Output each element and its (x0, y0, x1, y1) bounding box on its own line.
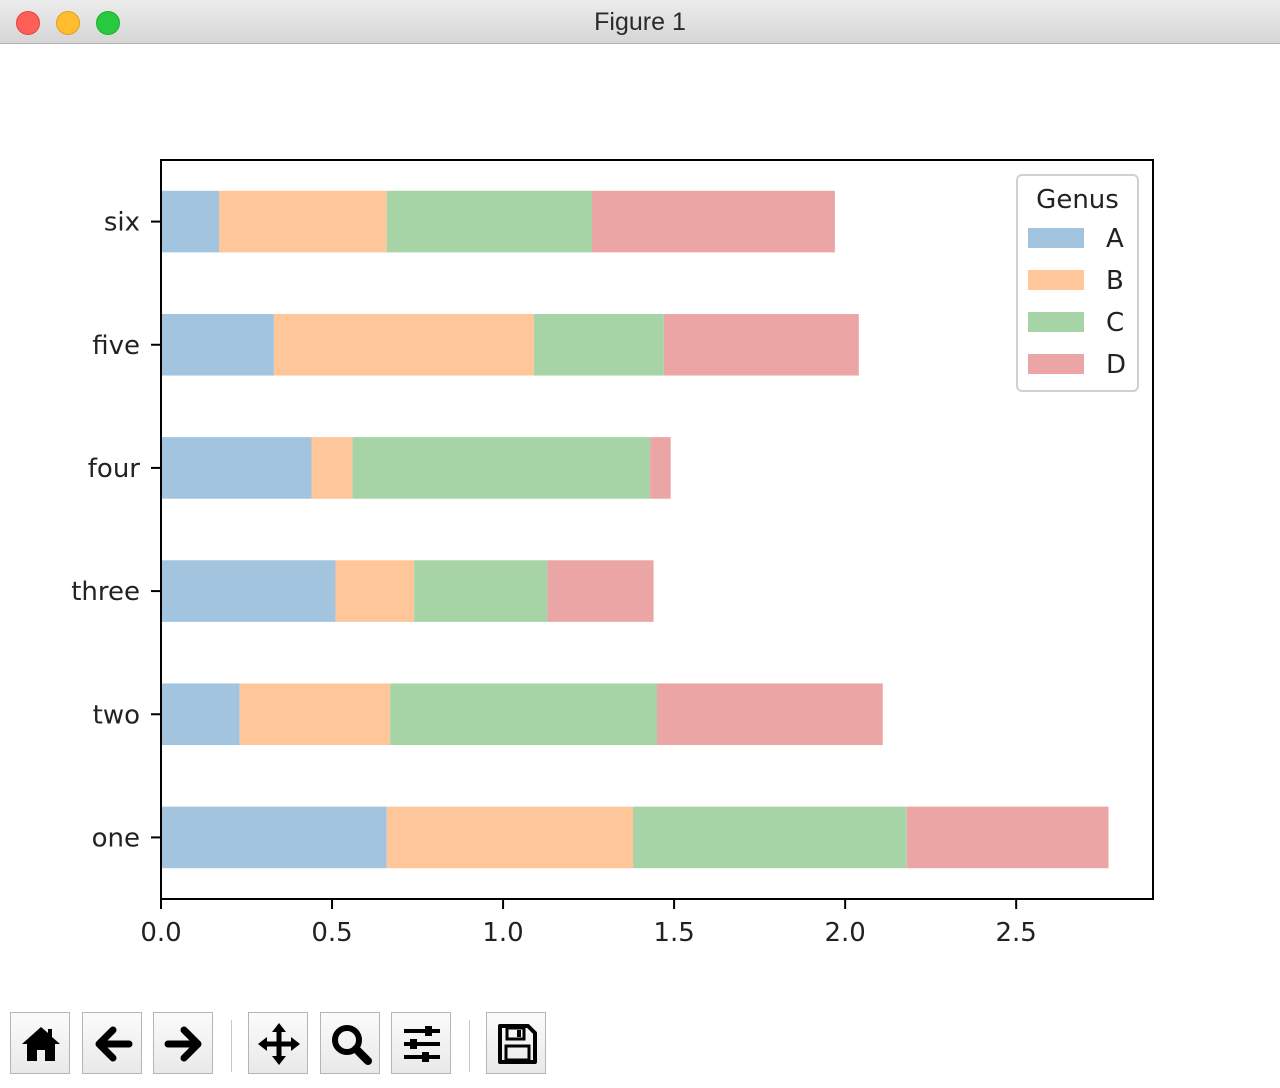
legend-swatch-B (1028, 270, 1084, 290)
x-tick-label: 0.0 (140, 918, 181, 948)
legend-swatch-C (1028, 312, 1084, 332)
arrow-right-icon (164, 1026, 202, 1062)
y-tick-label: two (93, 700, 140, 730)
bar-three-A (161, 560, 336, 622)
x-tick-label: 2.5 (995, 918, 1036, 948)
y-tick-label: three (71, 577, 140, 607)
toolbar-separator (231, 1020, 232, 1072)
bar-four-C (352, 437, 651, 499)
bar-four-A (161, 437, 312, 499)
forward-button[interactable] (153, 1012, 213, 1074)
window-title: Figure 1 (594, 8, 686, 36)
minimize-window-button[interactable] (56, 11, 80, 35)
legend-label-B: B (1106, 266, 1124, 296)
x-tick-label: 1.0 (482, 918, 523, 948)
bar-one-A (161, 806, 387, 869)
toolbar-separator (469, 1020, 470, 1072)
y-tick-label: four (88, 454, 141, 484)
bar-chart: one two three four five six 0.0 0.5 1.0 1.5 2.0 2.… (71, 159, 1154, 948)
legend-label-D: D (1106, 350, 1126, 380)
close-window-button[interactable] (16, 11, 40, 35)
legend-label-C: C (1106, 308, 1124, 338)
bar-six-C (386, 190, 593, 253)
home-icon (22, 1027, 60, 1061)
bar-one-D (906, 806, 1109, 869)
bar-six-D (592, 190, 835, 253)
window-titlebar: Figure 1 (0, 0, 1280, 44)
x-axis: 0.0 0.5 1.0 1.5 2.0 2.5 (140, 899, 1037, 948)
save-button[interactable] (486, 1012, 546, 1074)
bar-one-B (386, 806, 634, 869)
bar-two-C (390, 683, 657, 746)
x-tick-label: 1.5 (653, 918, 694, 948)
bar-four-B (311, 437, 353, 499)
arrow-left-icon (95, 1026, 133, 1062)
bar-one-C (633, 806, 907, 869)
configure-subplots-button[interactable] (391, 1012, 451, 1074)
floppy-disk-icon (498, 1024, 537, 1064)
bar-five-B (273, 313, 534, 376)
sliders-icon (404, 1026, 440, 1062)
bar-two-A (161, 683, 240, 746)
zoom-window-button[interactable] (96, 11, 120, 35)
bar-five-D (663, 313, 859, 376)
magnifier-icon (332, 1025, 372, 1065)
bar-five-C (533, 313, 664, 376)
bar-six-B (219, 190, 387, 253)
legend-title: Genus (1036, 185, 1119, 215)
y-tick-label: one (92, 823, 140, 853)
bar-six-A (161, 190, 220, 253)
pan-button[interactable] (248, 1012, 308, 1074)
y-tick-label: six (104, 208, 140, 238)
legend-label-A: A (1106, 224, 1124, 254)
y-tick-label: five (92, 331, 140, 361)
zoom-button[interactable] (320, 1012, 380, 1074)
back-button[interactable] (82, 1012, 142, 1074)
y-axis: one two three four five six (71, 208, 161, 853)
plot-frame (160, 159, 1154, 900)
legend-swatch-D (1028, 354, 1084, 374)
x-tick-label: 0.5 (311, 918, 352, 948)
x-tick-label: 2.0 (824, 918, 865, 948)
bar-five-A (161, 313, 274, 376)
bars-group (161, 190, 1109, 869)
bar-three-C (414, 560, 548, 622)
legend-swatch-A (1028, 228, 1084, 248)
home-button[interactable] (10, 1012, 70, 1074)
move-icon (258, 1023, 300, 1065)
bar-two-B (239, 683, 391, 746)
bar-three-D (547, 560, 654, 622)
bar-two-D (657, 683, 883, 746)
bar-four-D (650, 437, 671, 499)
bar-three-B (335, 560, 415, 622)
navigation-toolbar (0, 1008, 1280, 1088)
